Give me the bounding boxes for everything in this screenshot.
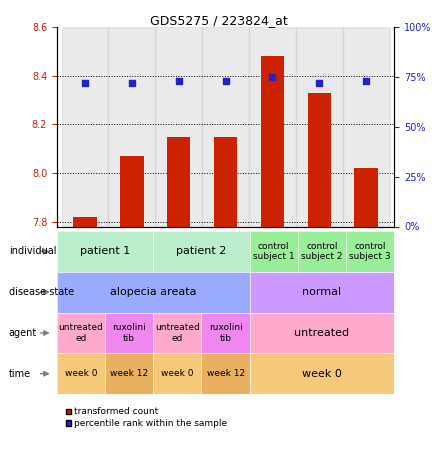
- Text: week 0: week 0: [302, 369, 342, 379]
- Text: transformed count: transformed count: [74, 407, 159, 416]
- Bar: [249, 27, 296, 226]
- Text: week 0: week 0: [65, 369, 97, 378]
- Bar: [109, 27, 155, 226]
- Text: patient 2: patient 2: [176, 246, 227, 256]
- Text: week 12: week 12: [206, 369, 245, 378]
- Text: untreated
ed: untreated ed: [59, 323, 103, 342]
- Point: [175, 77, 182, 85]
- Bar: [296, 27, 343, 226]
- Text: alopecia areata: alopecia areata: [110, 287, 197, 297]
- Bar: [354, 168, 378, 226]
- Text: untreated: untreated: [294, 328, 350, 338]
- Text: ruxolini
tib: ruxolini tib: [208, 323, 243, 342]
- Bar: [261, 56, 284, 226]
- Bar: [120, 156, 144, 226]
- Text: individual: individual: [9, 246, 56, 256]
- Bar: [62, 27, 109, 226]
- Text: percentile rank within the sample: percentile rank within the sample: [74, 419, 228, 428]
- Text: agent: agent: [9, 328, 37, 338]
- Point: [269, 73, 276, 81]
- Text: disease state: disease state: [9, 287, 74, 297]
- Text: time: time: [9, 369, 31, 379]
- Bar: [155, 27, 202, 226]
- Point: [81, 79, 88, 87]
- Bar: [214, 136, 237, 226]
- Bar: [167, 136, 191, 226]
- Text: GDS5275 / 223824_at: GDS5275 / 223824_at: [150, 14, 288, 27]
- Text: control
subject 1: control subject 1: [253, 242, 295, 261]
- Text: normal: normal: [302, 287, 342, 297]
- Text: control
subject 2: control subject 2: [301, 242, 343, 261]
- Text: patient 1: patient 1: [80, 246, 130, 256]
- Bar: [343, 27, 389, 226]
- Text: untreated
ed: untreated ed: [155, 323, 200, 342]
- Text: week 0: week 0: [161, 369, 194, 378]
- Bar: [307, 93, 331, 226]
- Point: [363, 77, 370, 85]
- Point: [222, 77, 229, 85]
- Text: control
subject 3: control subject 3: [349, 242, 391, 261]
- Text: week 12: week 12: [110, 369, 148, 378]
- Text: ruxolini
tib: ruxolini tib: [112, 323, 146, 342]
- Bar: [73, 217, 97, 226]
- Point: [316, 79, 323, 87]
- Point: [128, 79, 135, 87]
- Bar: [202, 27, 249, 226]
